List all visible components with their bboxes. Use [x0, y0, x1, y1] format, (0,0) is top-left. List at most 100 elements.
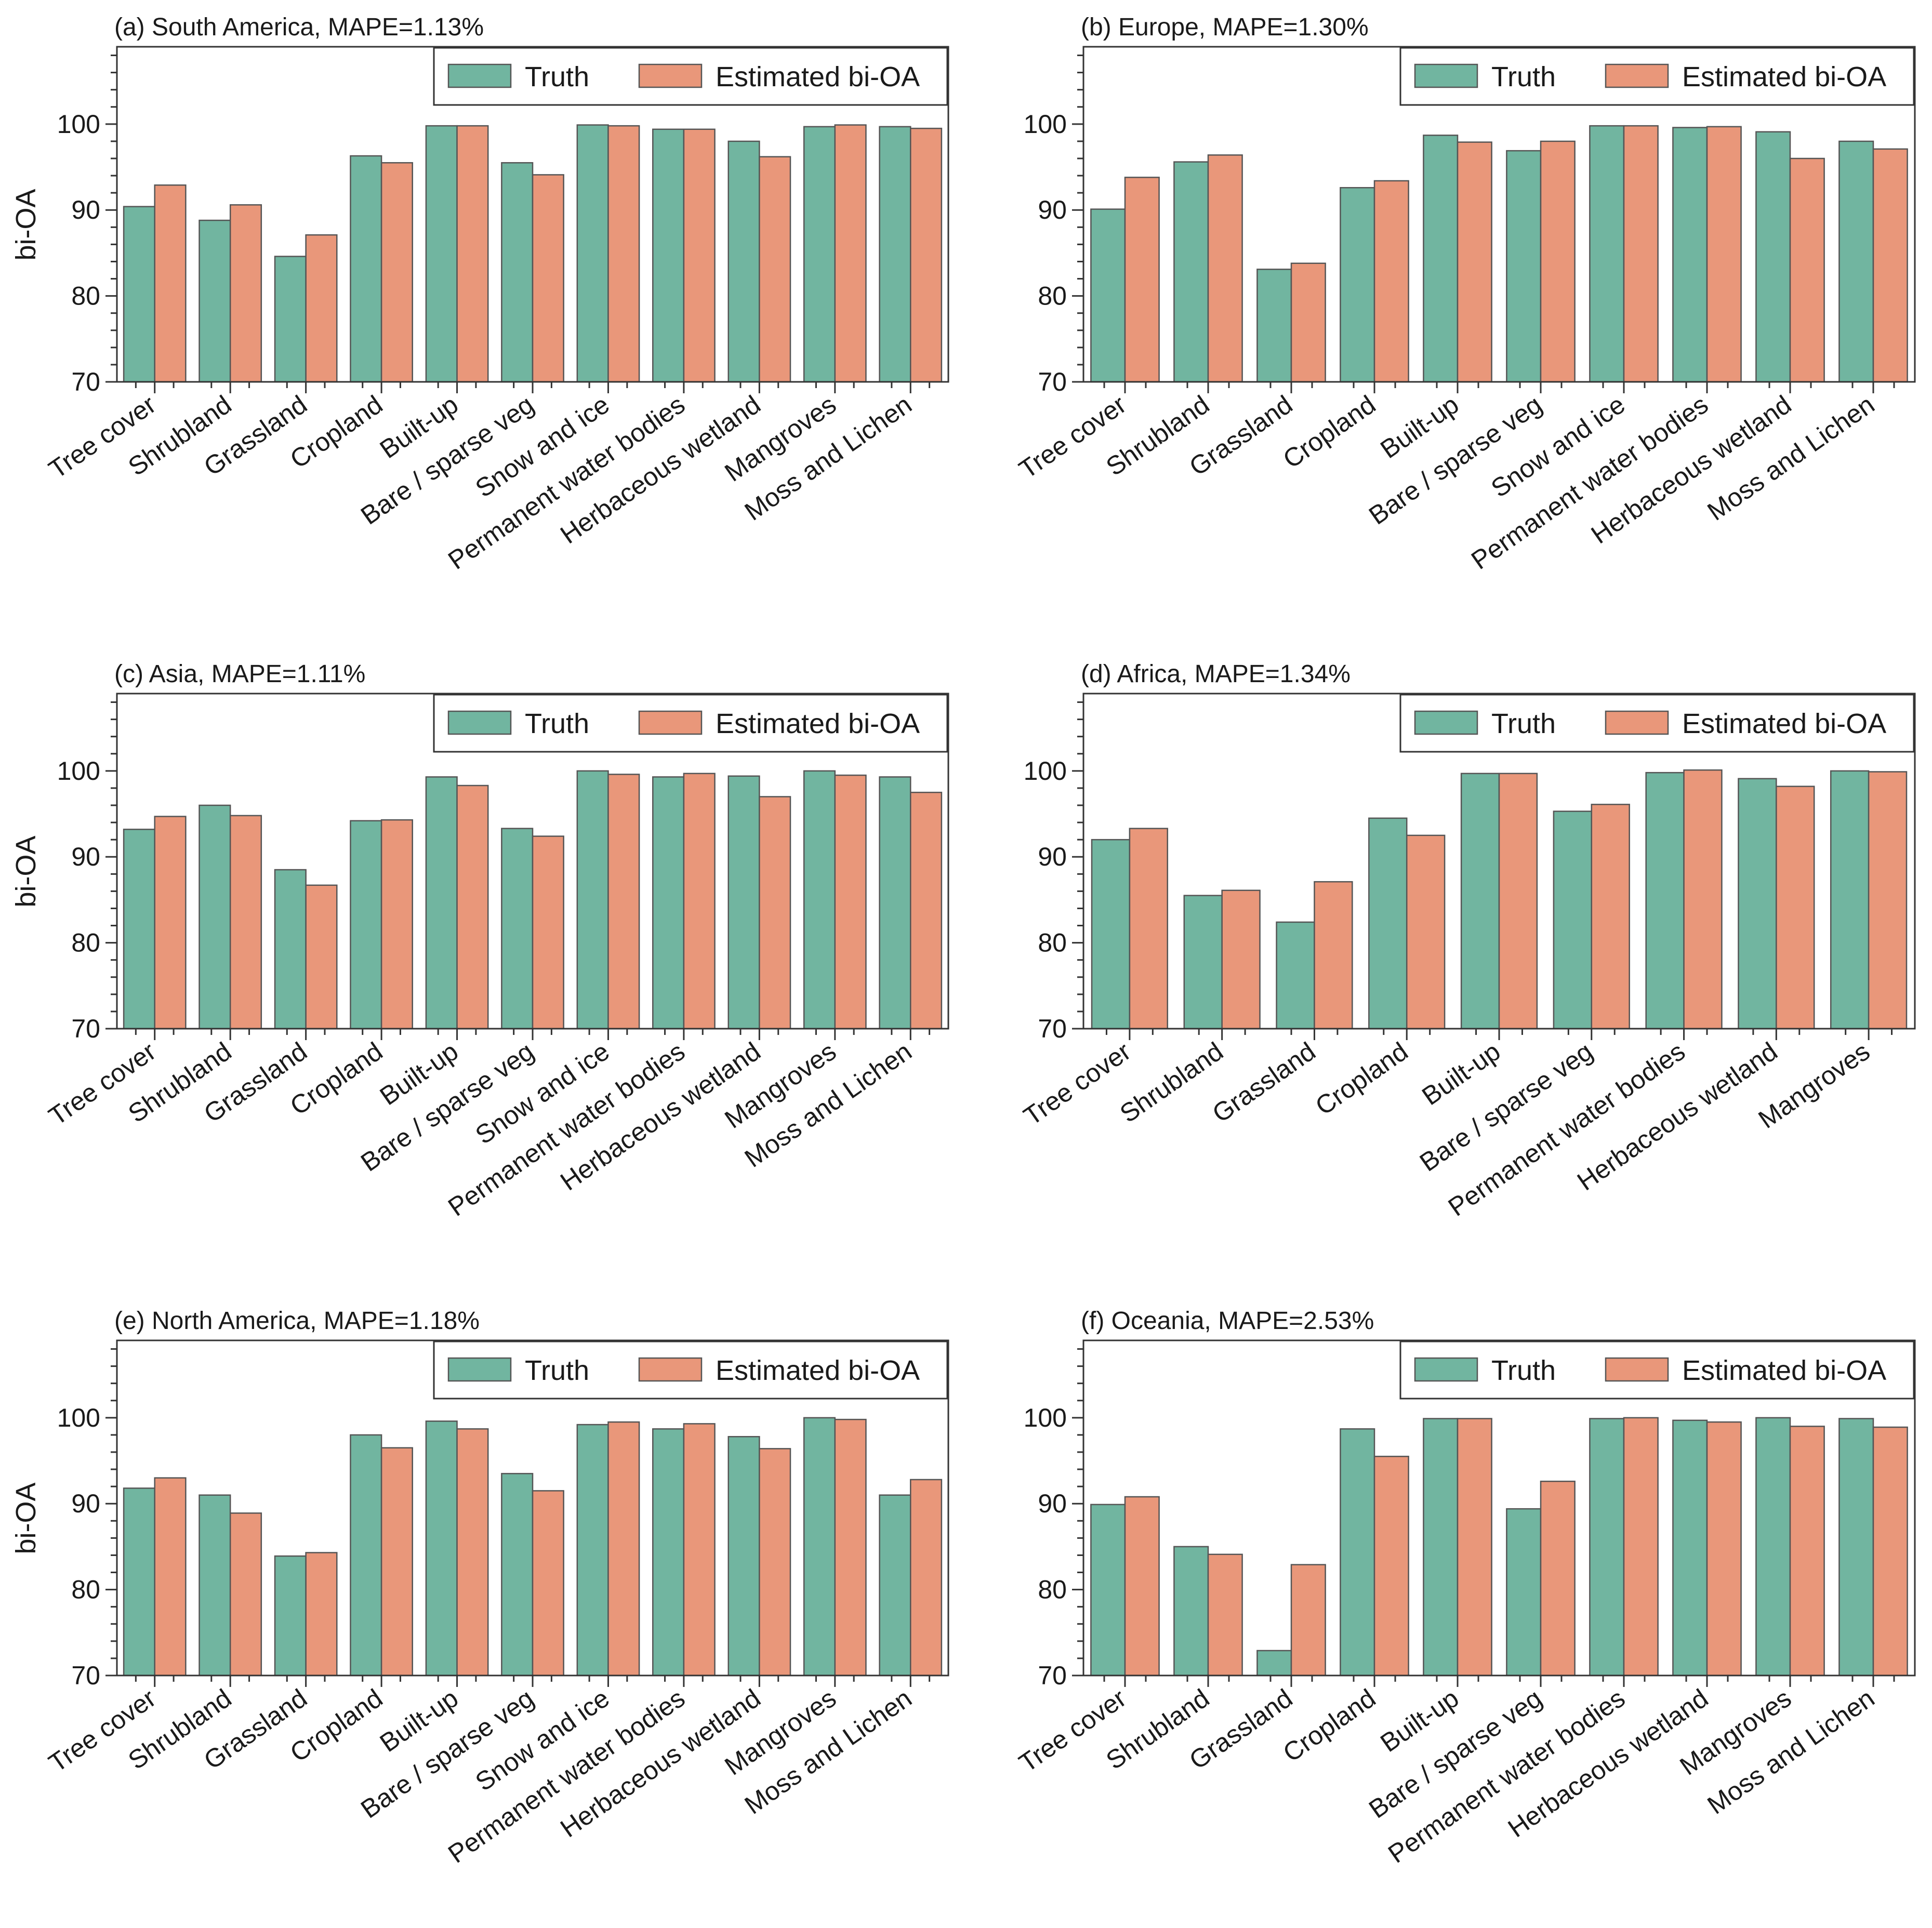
bar-truth-9 — [1838, 1418, 1874, 1677]
bar-estimated-6 — [607, 774, 640, 1030]
bar-truth-1 — [1173, 1546, 1209, 1677]
bar-estimated-7 — [683, 128, 716, 383]
legend-swatch-truth — [447, 710, 512, 735]
bar-estimated-2 — [305, 234, 338, 383]
bar-truth-0 — [123, 829, 155, 1030]
bar-estimated-0 — [154, 184, 187, 383]
bar-estimated-8 — [1789, 157, 1825, 383]
y-tick-label: 80 — [1038, 928, 1067, 958]
bar-estimated-2 — [305, 1552, 338, 1677]
legend-label-estimated: Estimated bi-OA — [1682, 61, 1886, 92]
bar-estimated-2 — [1290, 262, 1326, 383]
bar-truth-3 — [1340, 1428, 1375, 1677]
legend-swatch-truth — [1414, 710, 1478, 735]
bar-estimated-3 — [1373, 180, 1409, 383]
bar-truth-1 — [199, 219, 231, 383]
bar-estimated-5 — [532, 835, 564, 1030]
legend-label-truth: Truth — [1491, 61, 1556, 92]
y-tick-label: 70 — [71, 367, 100, 396]
bar-truth-10 — [879, 776, 911, 1030]
bar-estimated-0 — [154, 1477, 187, 1677]
y-tick-label: 90 — [1038, 842, 1067, 871]
legend-label-truth: Truth — [525, 708, 589, 739]
bar-truth-2 — [1256, 269, 1292, 383]
panel-title: (d) Africa, MAPE=1.34% — [1081, 660, 1351, 688]
y-tick-label: 70 — [1038, 1661, 1067, 1690]
bar-estimated-7 — [683, 1423, 716, 1677]
x-tick-label: Cropland — [1278, 390, 1381, 474]
bar-estimated-0 — [154, 816, 187, 1030]
x-tick-label: Shrubland — [1115, 1036, 1228, 1128]
bar-estimated-4 — [456, 1428, 489, 1677]
legend: Truth Estimated bi-OA — [433, 694, 948, 753]
legend-swatch-estimated — [638, 63, 703, 88]
bar-estimated-3 — [1406, 834, 1446, 1030]
bar-estimated-8 — [1789, 1426, 1825, 1677]
bar-estimated-6 — [1683, 769, 1723, 1030]
bar-truth-4 — [1423, 1418, 1459, 1677]
bar-estimated-1 — [229, 815, 262, 1030]
bar-truth-9 — [803, 126, 836, 383]
panel-title: (b) Europe, MAPE=1.30% — [1081, 14, 1369, 41]
y-tick-label: 80 — [1038, 282, 1067, 311]
bar-estimated-4 — [456, 785, 489, 1030]
y-tick-label: 90 — [71, 1489, 100, 1518]
bar-truth-1 — [199, 1494, 231, 1677]
legend-swatch-estimated — [1605, 63, 1669, 88]
x-tick-label: Grassland — [1207, 1036, 1321, 1128]
bar-truth-1 — [1173, 161, 1209, 383]
legend: Truth Estimated bi-OA — [433, 47, 948, 106]
legend-swatch-truth — [447, 63, 512, 88]
bar-truth-3 — [1368, 817, 1408, 1030]
bar-truth-8 — [727, 775, 760, 1030]
bar-estimated-4 — [1457, 1418, 1492, 1677]
legend-label-estimated: Estimated bi-OA — [1682, 1355, 1886, 1386]
y-tick-label: 100 — [57, 756, 100, 786]
panel-title: (f) Oceania, MAPE=2.53% — [1081, 1307, 1374, 1335]
y-tick-label: 80 — [71, 1575, 100, 1604]
legend-swatch-estimated — [638, 710, 703, 735]
bar-estimated-3 — [1373, 1456, 1409, 1677]
legend-label-truth: Truth — [525, 1355, 589, 1386]
bar-truth-6 — [1589, 125, 1625, 383]
bar-estimated-3 — [380, 162, 413, 383]
legend-label-estimated: Estimated bi-OA — [1682, 708, 1886, 739]
legend: Truth Estimated bi-OA — [1399, 1340, 1915, 1400]
bar-truth-6 — [576, 1424, 609, 1677]
plot-frame — [1082, 46, 1916, 383]
bar-estimated-9 — [834, 124, 867, 383]
bar-estimated-8 — [759, 1448, 791, 1677]
bar-estimated-9 — [834, 774, 867, 1030]
bar-truth-0 — [1091, 839, 1131, 1030]
bar-truth-3 — [1340, 187, 1375, 383]
bar-estimated-10 — [910, 1479, 943, 1677]
y-tick-label: 100 — [57, 1403, 100, 1432]
bar-truth-6 — [576, 124, 609, 383]
legend-swatch-truth — [447, 1357, 512, 1382]
bar-truth-8 — [727, 140, 760, 383]
bar-truth-10 — [879, 1494, 911, 1677]
y-tick-label: 90 — [71, 842, 100, 871]
bar-estimated-5 — [1540, 1480, 1576, 1677]
bar-truth-5 — [1553, 810, 1593, 1030]
bar-truth-10 — [879, 126, 911, 383]
chart-panel-a: (a) South America, MAPE=1.13% bi-OA 70 80 90… — [10, 14, 949, 575]
bar-estimated-2 — [305, 884, 338, 1030]
x-tick-label: Tree cover — [1018, 1036, 1136, 1131]
bar-estimated-0 — [1124, 1496, 1160, 1677]
bar-truth-4 — [425, 776, 458, 1030]
bar-truth-7 — [652, 128, 685, 383]
legend: Truth Estimated bi-OA — [433, 1340, 948, 1400]
bar-truth-9 — [803, 770, 836, 1030]
y-tick-label: 70 — [71, 1014, 100, 1043]
legend-label-truth: Truth — [1491, 1355, 1556, 1386]
bar-truth-4 — [425, 125, 458, 383]
bar-truth-2 — [1276, 921, 1315, 1030]
legend-swatch-estimated — [1605, 1357, 1669, 1382]
bar-estimated-9 — [1872, 1426, 1908, 1677]
bar-truth-3 — [350, 155, 382, 383]
y-tick-label: 90 — [1038, 195, 1067, 224]
bar-truth-5 — [501, 1473, 534, 1677]
